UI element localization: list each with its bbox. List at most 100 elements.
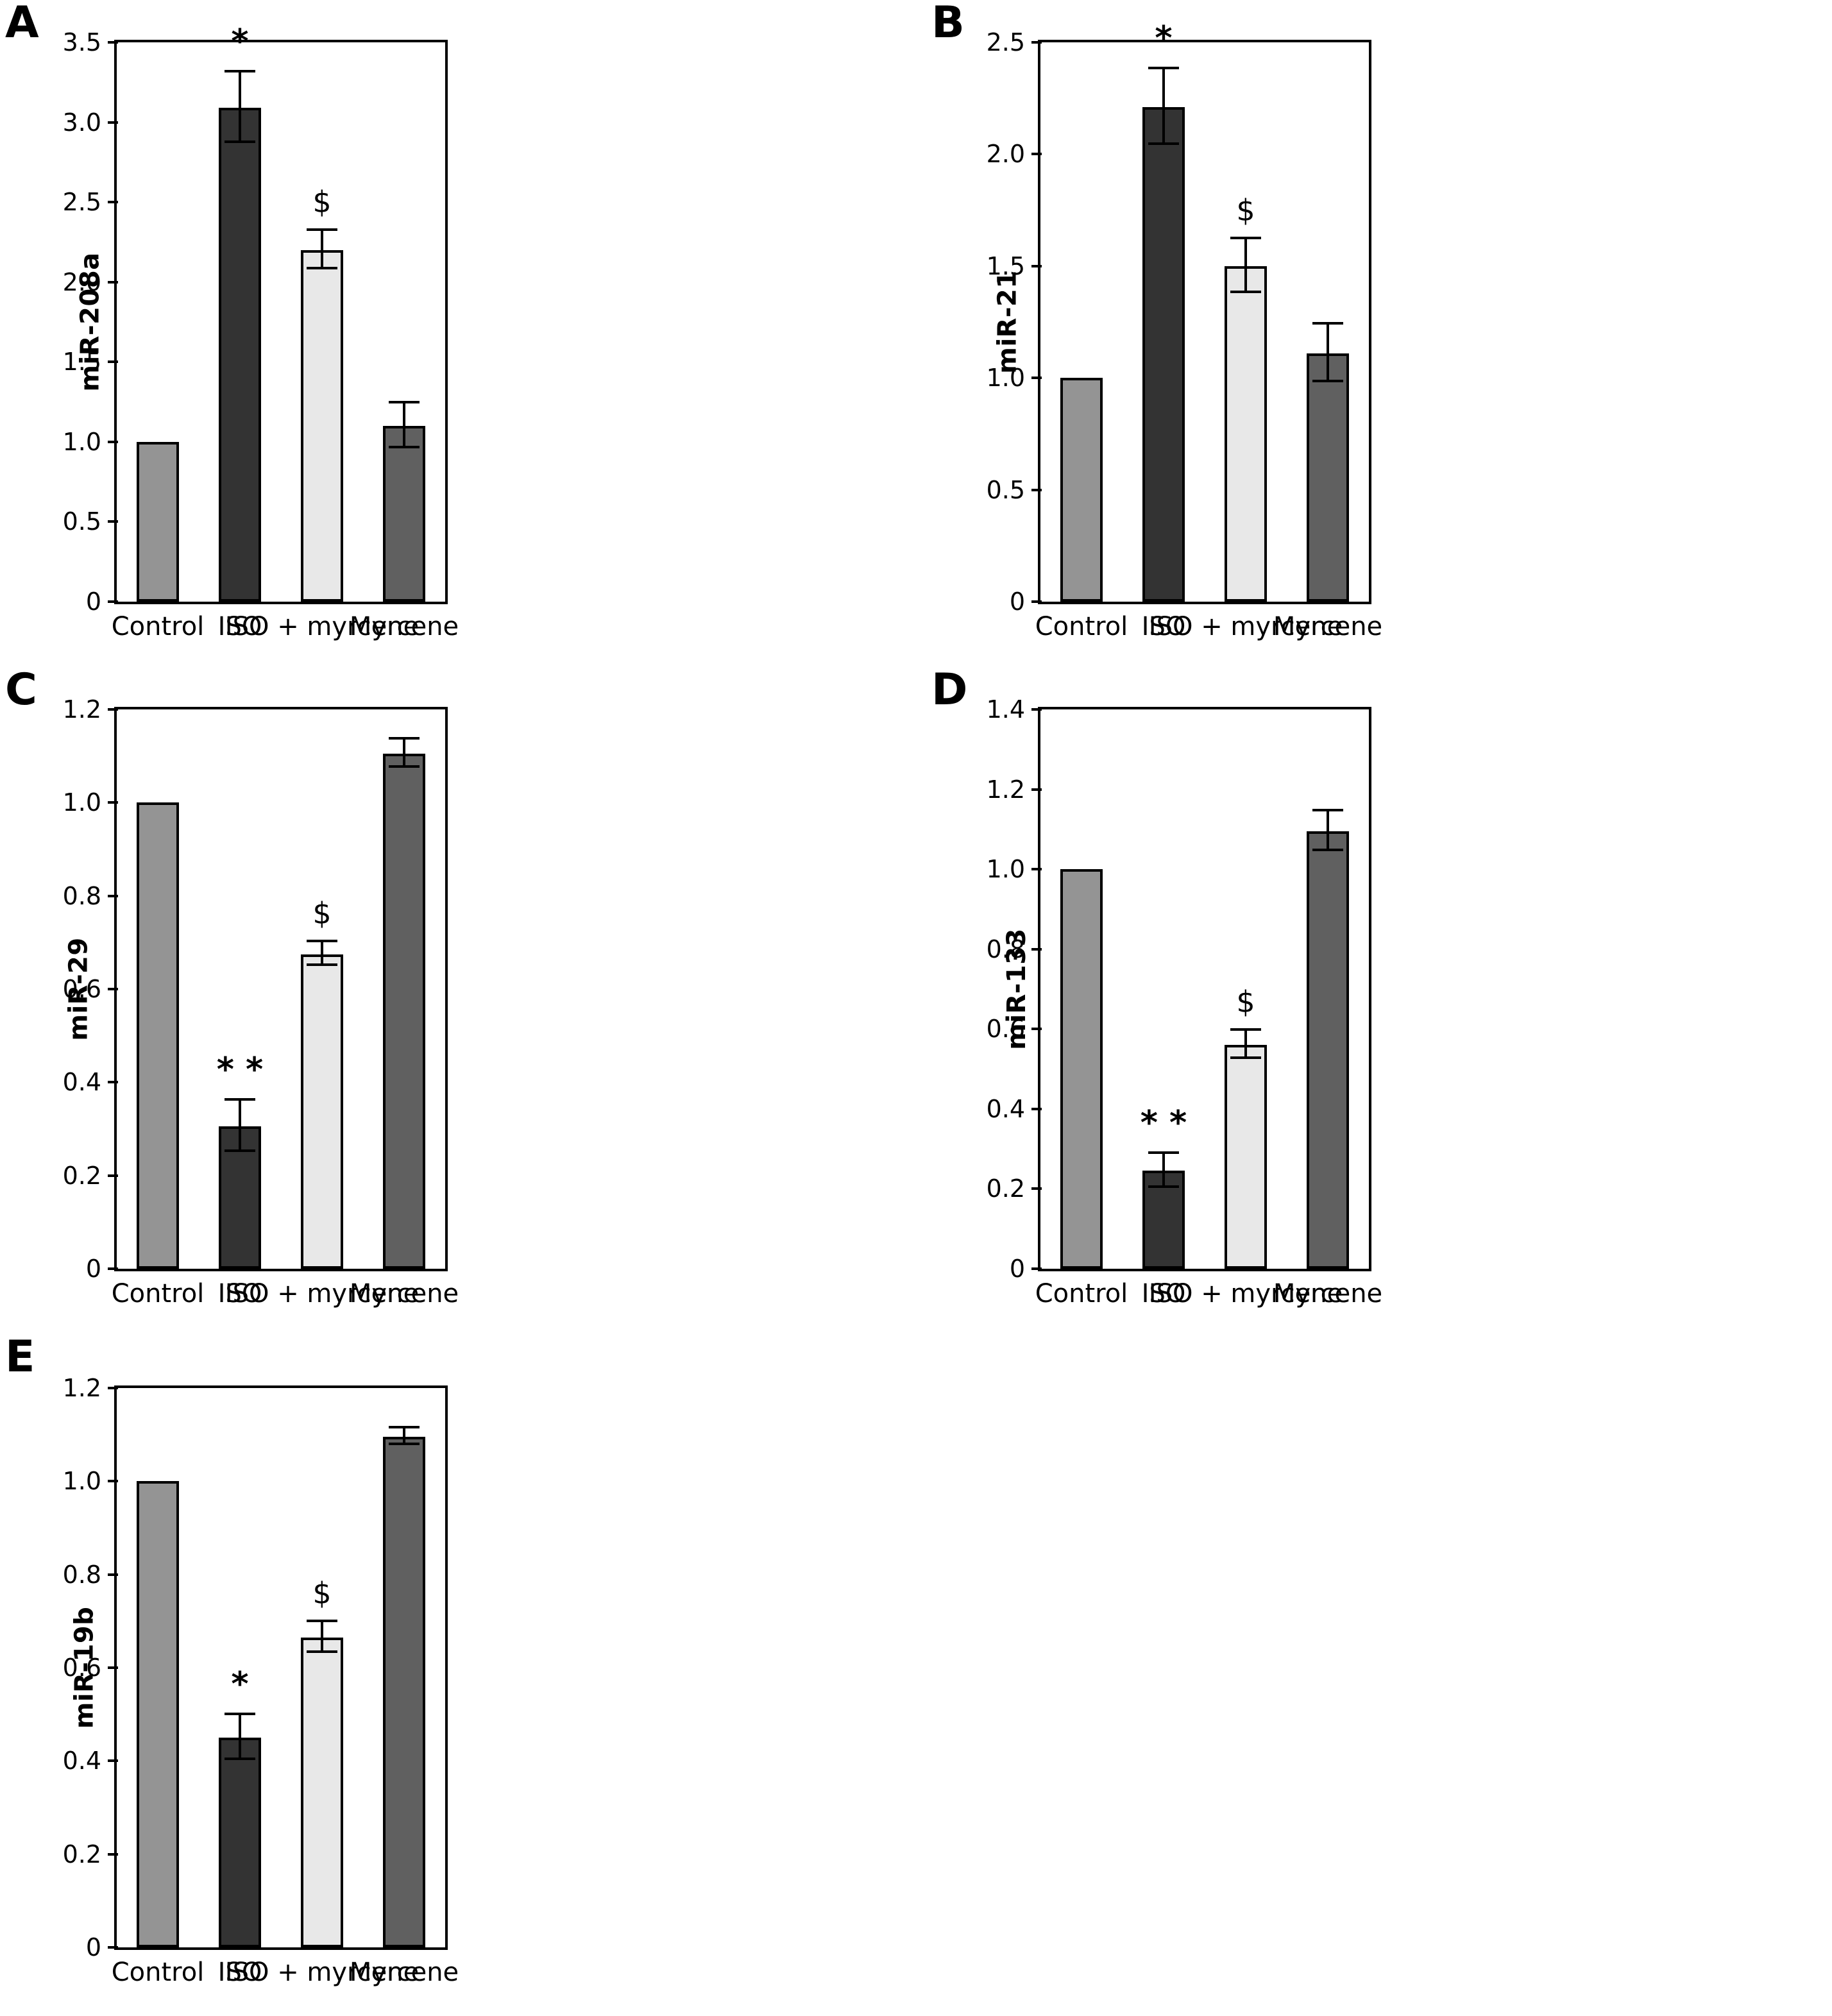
x-tick-label: ISO — [217, 1279, 262, 1309]
plot-frame-e: miR-19b 0 0.2 0.4 0.6 0.8 1.0 1.2 Control * ISO $ I… — [63, 1374, 459, 1987]
y-tick-label: 2.0 — [986, 140, 1025, 169]
plot-frame-c: miR-29 0 0.2 0.4 0.6 0.8 1.0 1.2 Control * * ISO $… — [63, 695, 459, 1309]
x-tick-label: Control — [111, 1958, 205, 1987]
error-bar — [1162, 69, 1165, 146]
bar — [136, 441, 180, 602]
y-tick-label: 0.2 — [62, 1161, 101, 1190]
error-bar — [239, 1101, 241, 1153]
bar — [1306, 353, 1350, 602]
panel-a: A miR-208a 0 0.5 1.0 1.5 2.0 2.5 3.0 3.5 Control… — [0, 0, 916, 667]
error-bar-cap — [1312, 380, 1343, 383]
y-tick-mark — [108, 1081, 118, 1084]
bar — [1142, 107, 1185, 602]
error-bar — [321, 231, 323, 269]
x-tick-label: ISO + myrcene — [225, 612, 420, 641]
y-tick-mark — [108, 440, 118, 443]
error-bar — [239, 72, 241, 143]
error-bar-cap — [307, 940, 337, 943]
plot-area-b: 0 0.5 1.0 1.5 2.0 2.5 Control * ISO $ ISO + myrcen… — [987, 22, 1383, 641]
bar — [218, 1738, 262, 1947]
y-tick-mark — [108, 1480, 118, 1483]
y-tick-mark — [1031, 153, 1042, 156]
error-bar — [1244, 239, 1247, 293]
x-tick-label: ISO + myrcene — [225, 1279, 420, 1309]
panel-b: B miR-21 0 0.5 1.0 1.5 2.0 2.5 Control * ISO $ ISO… — [916, 0, 1832, 667]
y-tick-label: 0.2 — [62, 1840, 101, 1868]
y-tick-mark — [1031, 1187, 1042, 1190]
bar — [218, 108, 262, 602]
bar — [1224, 266, 1268, 602]
y-tick-mark — [108, 280, 118, 284]
y-tick-mark — [1031, 868, 1042, 871]
plot-area-c: 0 0.2 0.4 0.6 0.8 1.0 1.2 Control * * ISO $ ISO + m… — [63, 695, 459, 1309]
error-bar-cap — [389, 1426, 420, 1429]
y-tick-mark — [108, 1387, 118, 1389]
y-tick-mark — [108, 894, 118, 897]
error-bar — [239, 1715, 241, 1760]
error-bar-cap — [307, 963, 337, 966]
y-tick-mark — [1031, 947, 1042, 951]
error-bar-cap — [1148, 66, 1179, 69]
y-tick-mark — [108, 1852, 118, 1856]
y-tick-label: 1.0 — [986, 364, 1025, 393]
y-tick-mark — [108, 600, 118, 603]
y-tick-label: 1.5 — [62, 348, 101, 377]
y-tick-label: 0.5 — [986, 475, 1025, 504]
x-tick-label: ISO — [217, 612, 262, 641]
y-tick-label: 1.0 — [62, 1467, 101, 1496]
error-bar-cap — [1148, 1151, 1179, 1155]
error-bar — [403, 403, 405, 448]
y-tick-label: 1.5 — [986, 251, 1025, 280]
y-tick-label: 1.2 — [62, 1374, 101, 1402]
error-bar — [321, 1622, 323, 1653]
bar — [1306, 831, 1350, 1269]
error-bar-cap — [1148, 142, 1179, 146]
y-tick-label: 2.5 — [986, 28, 1025, 56]
y-axis-label-b: miR-21 — [992, 270, 1022, 374]
plot-area-e: 0 0.2 0.4 0.6 0.8 1.0 1.2 Control * ISO $ ISO + myr… — [63, 1374, 459, 1987]
y-tick-label: 1.2 — [986, 775, 1025, 804]
y-tick-mark — [108, 41, 118, 44]
y-tick-label: 0.2 — [986, 1174, 1025, 1203]
significance-dollar: $ — [312, 1575, 332, 1611]
y-tick-label: 0.6 — [62, 975, 101, 1003]
y-tick-label: 1.0 — [62, 788, 101, 817]
y-tick-mark — [108, 360, 118, 364]
error-bar-cap — [225, 1713, 255, 1716]
plot-frame-d: miR-133 0 0.2 0.4 0.6 0.8 1.0 1.2 1.4 Control * *… — [987, 695, 1383, 1309]
error-bar-cap — [1312, 849, 1343, 852]
panel-letter-c: C — [5, 665, 37, 715]
error-bar-cap — [1230, 1056, 1261, 1059]
y-tick-label: 0.8 — [62, 1560, 101, 1589]
y-tick-mark — [1031, 1267, 1042, 1270]
error-bar — [403, 1428, 405, 1446]
bar — [136, 1481, 180, 1947]
significance-dollar: $ — [1236, 192, 1255, 228]
significance-dollar: $ — [1236, 985, 1255, 1020]
error-bar-cap — [389, 445, 420, 448]
y-tick-label: 0 — [1009, 588, 1025, 616]
y-tick-label: 0.4 — [62, 1747, 101, 1775]
error-bar-cap — [389, 737, 420, 740]
error-bar — [403, 740, 405, 768]
y-tick-mark — [1031, 708, 1042, 711]
x-tick-label: Control — [1035, 612, 1128, 641]
y-tick-mark — [108, 121, 118, 124]
error-bar-cap — [225, 1757, 255, 1760]
y-tick-label: 0 — [1009, 1255, 1025, 1283]
bar — [136, 802, 180, 1269]
y-tick-mark — [108, 1666, 118, 1669]
bar — [1060, 378, 1103, 602]
y-tick-mark — [108, 988, 118, 990]
error-bar-cap — [225, 1098, 255, 1101]
y-tick-mark — [108, 708, 118, 711]
x-tick-label: Myrcene — [349, 1958, 459, 1987]
error-bar-cap — [1230, 1028, 1261, 1031]
panel-e: E miR-19b 0 0.2 0.4 0.6 0.8 1.0 1.2 Control * ISO… — [0, 1334, 916, 2016]
panel-letter-d: D — [931, 665, 967, 715]
y-tick-label: 1.0 — [62, 427, 101, 456]
x-tick-label: Myrcene — [1273, 612, 1383, 641]
y-tick-mark — [1031, 1107, 1042, 1110]
significance-asterisk: * * — [1140, 1104, 1187, 1143]
